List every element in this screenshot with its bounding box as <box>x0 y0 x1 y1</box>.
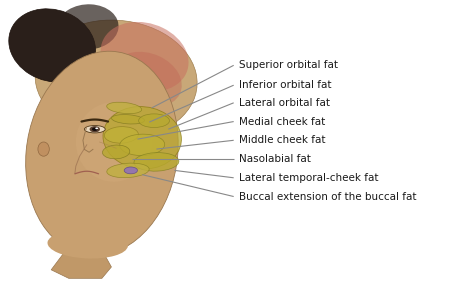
Ellipse shape <box>100 22 189 92</box>
Ellipse shape <box>124 167 137 174</box>
Ellipse shape <box>38 142 49 156</box>
Ellipse shape <box>103 106 182 169</box>
Text: Medial cheek fat: Medial cheek fat <box>239 116 326 127</box>
Ellipse shape <box>35 20 197 139</box>
Ellipse shape <box>104 127 138 143</box>
Ellipse shape <box>112 52 182 107</box>
Text: Inferior orbital fat: Inferior orbital fat <box>239 80 332 90</box>
Text: Nasolabial fat: Nasolabial fat <box>239 154 311 164</box>
Circle shape <box>92 128 98 131</box>
Text: Superior orbital fat: Superior orbital fat <box>239 60 338 70</box>
Ellipse shape <box>107 163 149 178</box>
Ellipse shape <box>47 230 128 258</box>
Ellipse shape <box>134 153 179 171</box>
Ellipse shape <box>102 145 130 159</box>
Ellipse shape <box>107 102 142 114</box>
Ellipse shape <box>57 4 118 50</box>
Circle shape <box>95 128 98 129</box>
Ellipse shape <box>111 114 145 124</box>
Text: Middle cheek fat: Middle cheek fat <box>239 135 326 145</box>
Ellipse shape <box>120 134 164 156</box>
Ellipse shape <box>84 126 105 133</box>
Text: Lateral orbital fat: Lateral orbital fat <box>239 98 330 108</box>
Text: Buccal extension of the buccal fat: Buccal extension of the buccal fat <box>239 191 417 202</box>
Ellipse shape <box>138 114 170 128</box>
Ellipse shape <box>9 9 95 82</box>
Circle shape <box>90 126 100 132</box>
Text: Lateral temporal-cheek fat: Lateral temporal-cheek fat <box>239 173 379 183</box>
Polygon shape <box>51 250 111 278</box>
Ellipse shape <box>76 102 152 182</box>
Ellipse shape <box>26 51 178 256</box>
